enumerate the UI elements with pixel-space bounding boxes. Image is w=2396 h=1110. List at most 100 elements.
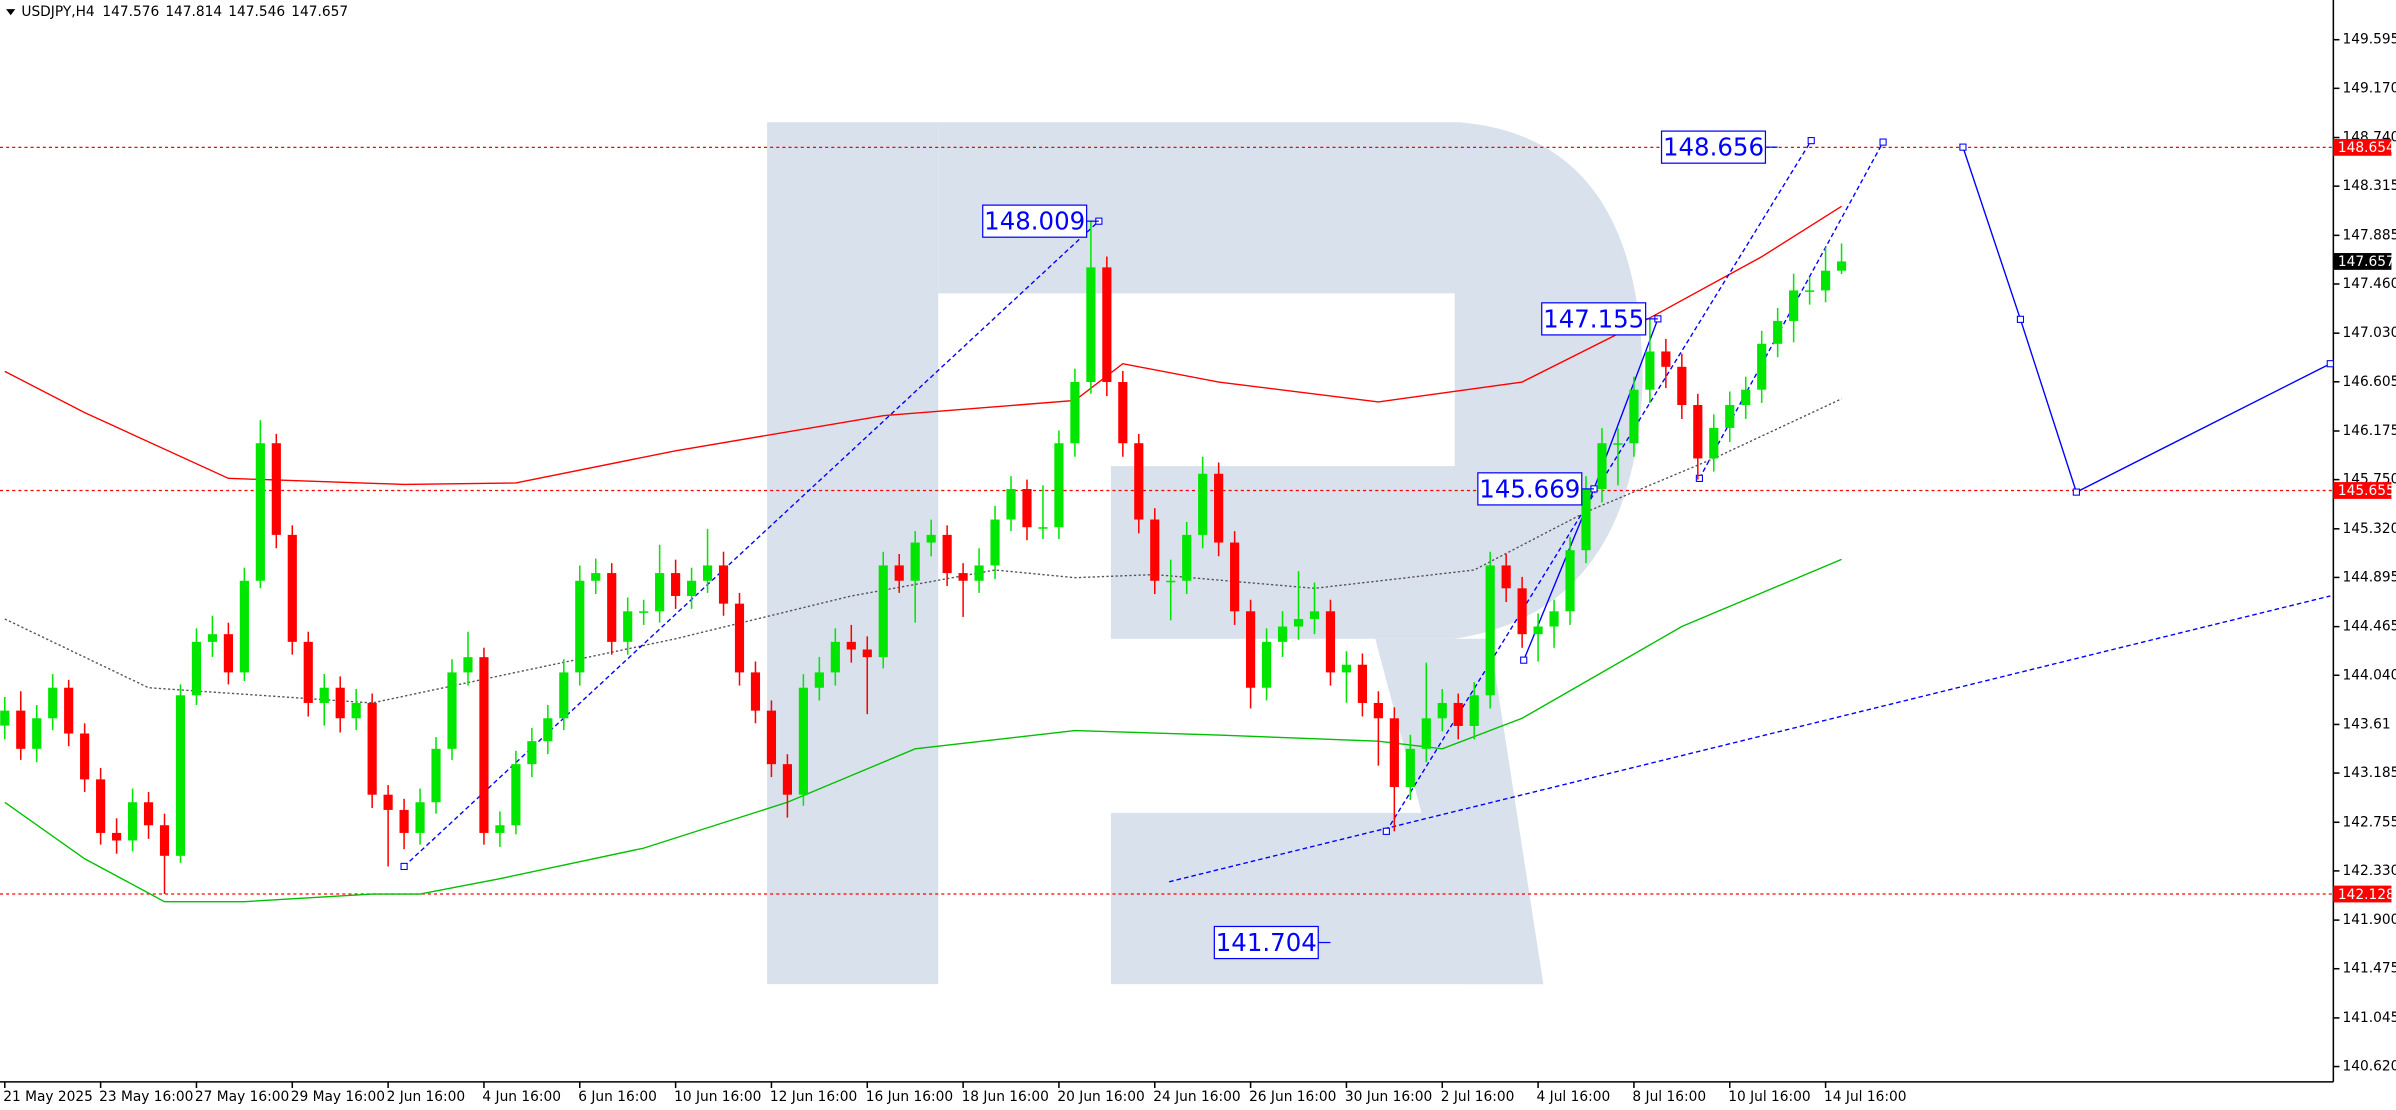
candle-body <box>1134 443 1144 520</box>
candle-body <box>750 672 761 711</box>
y-tick-label: 140.620 <box>2343 1059 2396 1075</box>
watermark-bowl <box>938 122 1643 639</box>
candle-body <box>207 634 218 642</box>
candle-body <box>814 672 824 688</box>
x-tick-label: 10 Jul 16:00 <box>1728 1089 1810 1105</box>
x-tick-label: 21 May 2025 <box>3 1089 93 1105</box>
candle-body <box>223 634 233 673</box>
annotation-box <box>1541 302 1647 336</box>
header-low: 147.546 <box>228 4 285 20</box>
candle-body <box>495 825 505 833</box>
candle-body <box>607 573 617 642</box>
candle-body <box>1150 519 1160 581</box>
candle-body <box>1613 443 1623 445</box>
candle-body <box>1389 718 1399 788</box>
candle-body <box>1757 343 1767 390</box>
candle-body <box>1741 389 1751 406</box>
candle-body <box>0 710 10 726</box>
candle-body <box>1054 443 1064 528</box>
price-tag-label: 148.654 <box>2338 140 2395 156</box>
annotation-box <box>982 204 1088 238</box>
candle-body <box>48 687 58 719</box>
candle-body <box>1261 641 1272 688</box>
candle-body <box>415 802 425 833</box>
candle-body <box>591 573 601 581</box>
x-tick-label: 29 May 16:00 <box>291 1089 385 1105</box>
candle-body <box>351 702 361 719</box>
candle-body <box>1485 565 1495 696</box>
candle-body <box>718 565 729 604</box>
candle-body <box>1325 611 1336 673</box>
annotation-label: 148.009 <box>984 207 1085 236</box>
annotation-label: 148.656 <box>1663 133 1764 162</box>
candle-body <box>1629 389 1639 444</box>
candle-body <box>479 657 489 833</box>
x-tick-label: 6 Jun 16:00 <box>578 1089 657 1105</box>
candle-body <box>399 809 409 833</box>
price-tag <box>2333 482 2392 499</box>
y-tick-label: 143.61 <box>2343 716 2391 732</box>
y-tick-label: 142.330 <box>2343 863 2396 879</box>
candle-body <box>766 710 777 765</box>
candle-body <box>1198 473 1208 535</box>
candle-body <box>782 764 792 795</box>
candle-body <box>239 580 249 673</box>
candle-body <box>1341 664 1352 673</box>
line-vertex <box>1879 138 1887 146</box>
candle-body <box>1373 702 1383 719</box>
candle-body <box>431 748 441 803</box>
candle-body <box>1437 702 1447 719</box>
y-tick-label: 141.045 <box>2343 1010 2396 1026</box>
candle-body <box>527 741 537 765</box>
y-tick-label: 145.320 <box>2343 521 2396 537</box>
candle-body <box>1070 382 1080 444</box>
candle-body <box>96 779 106 833</box>
candle-body <box>623 611 633 642</box>
candle-body <box>447 672 457 749</box>
candle-body <box>1709 427 1719 459</box>
y-tick-label: 147.030 <box>2343 325 2396 341</box>
x-tick-label: 10 Jun 16:00 <box>674 1089 761 1105</box>
candle-body <box>1214 473 1224 543</box>
candle-body <box>702 565 713 581</box>
candle-body <box>1357 664 1367 703</box>
line-vertex <box>2016 315 2025 323</box>
candle-body <box>80 733 90 780</box>
candle-body <box>1789 290 1799 321</box>
line-vertex <box>2326 360 2334 368</box>
y-tick-label: 144.040 <box>2343 667 2396 683</box>
y-tick-label: 149.170 <box>2343 80 2396 96</box>
header: USDJPY,H4 147.576 147.814 147.546 147.657 <box>21 4 348 20</box>
candle-body <box>143 802 154 826</box>
y-tick-label: 144.895 <box>2343 569 2396 585</box>
overlay-line <box>1962 146 2331 494</box>
candle-body <box>319 687 329 703</box>
candle-body <box>559 672 569 719</box>
y-tick-label: 142.755 <box>2343 814 2396 830</box>
candle-body <box>1501 565 1511 589</box>
price-tag <box>2333 253 2392 270</box>
candle-body <box>1581 488 1591 551</box>
candle-body <box>1277 626 1288 642</box>
y-tick-label: 144.465 <box>2343 619 2396 635</box>
candle-body <box>303 641 313 703</box>
candle-body <box>1230 542 1240 612</box>
candle-body <box>1102 267 1112 383</box>
candle-body <box>287 534 297 642</box>
candle-body <box>159 825 170 856</box>
line-vertex <box>1520 656 1528 664</box>
watermark-stem <box>767 122 939 985</box>
candle-body <box>383 794 393 810</box>
header-icon <box>6 9 16 16</box>
x-tick-label: 24 Jun 16:00 <box>1153 1089 1240 1105</box>
candle-body <box>335 687 345 719</box>
candle-body <box>32 718 42 749</box>
candle-body <box>639 611 649 613</box>
y-tick-label: 143.185 <box>2343 765 2396 781</box>
candle-body <box>1517 588 1527 635</box>
candle-body <box>958 573 968 581</box>
candle-body <box>1405 748 1415 788</box>
x-tick-label: 23 May 16:00 <box>99 1089 193 1105</box>
